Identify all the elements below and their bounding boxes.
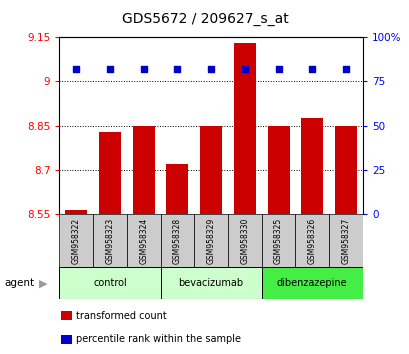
- Bar: [166, 164, 188, 214]
- Point: [308, 66, 315, 72]
- Text: GSM958326: GSM958326: [307, 218, 316, 264]
- Bar: [160, 214, 194, 267]
- Text: GSM958324: GSM958324: [139, 218, 148, 264]
- Bar: [133, 126, 154, 214]
- Text: dibenzazepine: dibenzazepine: [276, 278, 347, 288]
- Bar: [65, 210, 87, 214]
- Bar: [267, 126, 289, 214]
- Point: [73, 66, 79, 72]
- Bar: [328, 214, 362, 267]
- Point: [174, 66, 180, 72]
- Bar: [160, 267, 261, 299]
- Bar: [261, 214, 295, 267]
- Bar: [200, 126, 222, 214]
- Bar: [59, 214, 93, 267]
- Text: GSM958329: GSM958329: [206, 218, 215, 264]
- Text: GSM958323: GSM958323: [105, 218, 114, 264]
- Text: GSM958325: GSM958325: [273, 218, 282, 264]
- Text: bevacizumab: bevacizumab: [178, 278, 243, 288]
- Bar: [126, 214, 160, 267]
- Text: transformed count: transformed count: [76, 310, 166, 321]
- Text: agent: agent: [4, 278, 34, 288]
- Point: [207, 66, 214, 72]
- Bar: [234, 43, 255, 214]
- Text: percentile rank within the sample: percentile rank within the sample: [76, 335, 240, 344]
- Bar: [295, 214, 328, 267]
- Point: [342, 66, 348, 72]
- Bar: [99, 132, 121, 214]
- Text: GSM958322: GSM958322: [72, 218, 81, 264]
- Bar: [301, 118, 322, 214]
- Text: GSM958328: GSM958328: [173, 218, 182, 264]
- Point: [140, 66, 147, 72]
- Bar: [194, 214, 227, 267]
- Bar: [59, 267, 160, 299]
- Bar: [93, 214, 126, 267]
- Text: GSM958330: GSM958330: [240, 217, 249, 264]
- Text: GSM958327: GSM958327: [341, 218, 350, 264]
- Text: GDS5672 / 209627_s_at: GDS5672 / 209627_s_at: [121, 12, 288, 27]
- Bar: [227, 214, 261, 267]
- Point: [274, 66, 281, 72]
- Text: control: control: [93, 278, 126, 288]
- Bar: [61, 335, 72, 344]
- Bar: [61, 311, 72, 320]
- Point: [106, 66, 113, 72]
- Point: [241, 66, 247, 72]
- Bar: [334, 126, 356, 214]
- Text: ▶: ▶: [39, 278, 47, 288]
- Bar: [261, 267, 362, 299]
